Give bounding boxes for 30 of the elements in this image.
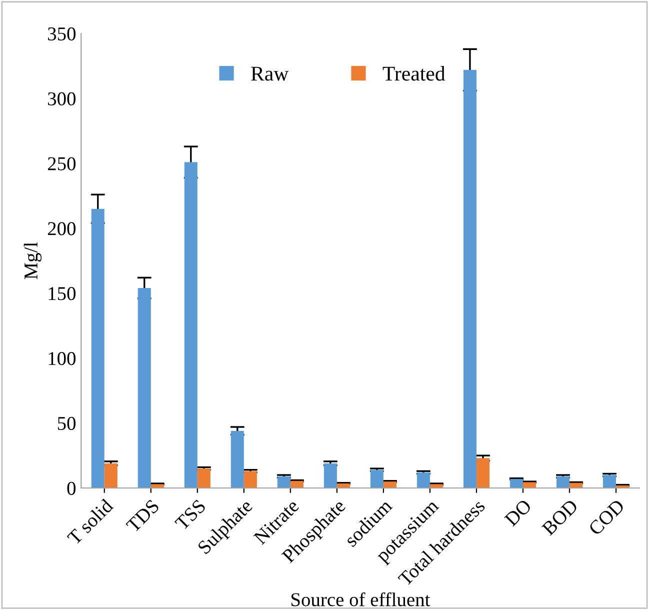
x-tick-label: COD	[588, 498, 626, 536]
bar	[91, 208, 104, 488]
bar	[602, 475, 616, 488]
y-tick-label: 200	[48, 222, 76, 236]
x-tick-label: DO	[504, 498, 532, 527]
y-tick-label: 350	[48, 27, 76, 40]
bar	[324, 463, 337, 488]
bar	[244, 471, 257, 488]
y-tick-label: 0	[67, 482, 76, 495]
y-tick-label: 250	[48, 157, 76, 170]
bar	[556, 476, 570, 488]
y-tick-label: 300	[48, 92, 76, 106]
bar	[383, 482, 396, 488]
y-tick-label: 150	[48, 287, 76, 300]
y-tick-label: 50	[58, 416, 76, 430]
bar	[370, 470, 384, 488]
y-tick-label: 100	[48, 352, 76, 366]
legend-label: Raw	[251, 66, 289, 81]
bar	[138, 288, 151, 488]
x-tick-label: TDS	[126, 499, 160, 534]
bar	[184, 162, 198, 488]
bar	[416, 472, 430, 488]
bar	[197, 468, 210, 488]
bar	[230, 430, 244, 488]
x-axis-title: Source of effluent	[291, 592, 430, 606]
bar	[104, 463, 118, 488]
bar	[476, 458, 490, 488]
legend-label: Treated	[382, 66, 446, 81]
bar	[463, 70, 476, 488]
y-axis-title: Mg/l	[24, 242, 42, 280]
